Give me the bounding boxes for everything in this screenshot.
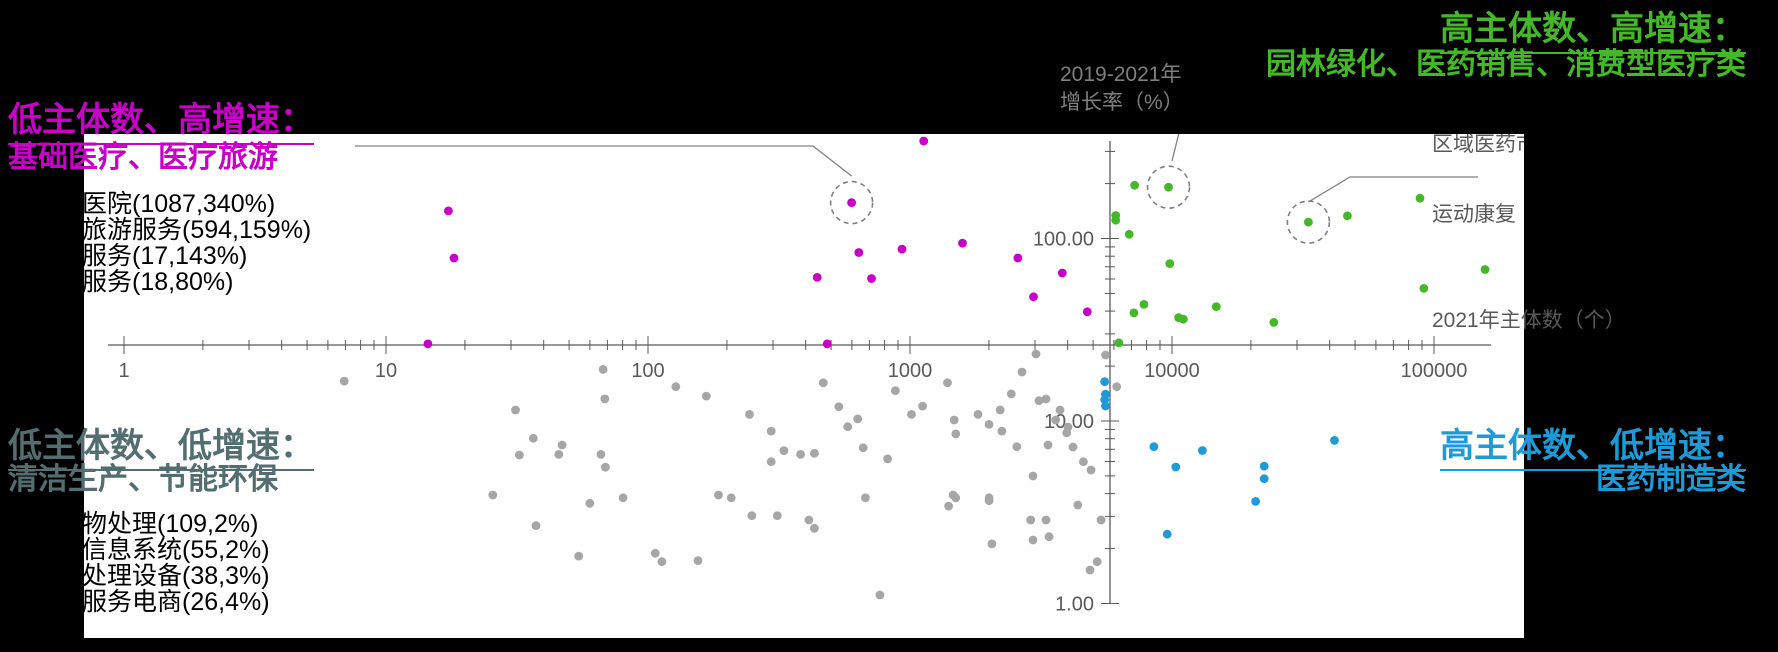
svg-text:10: 10 — [375, 360, 397, 382]
svg-text:1: 1 — [118, 360, 129, 382]
svg-text:1.00: 1.00 — [1055, 594, 1094, 616]
svg-text:1000: 1000 — [888, 360, 933, 382]
svg-text:100.00: 100.00 — [1033, 229, 1094, 251]
svg-text:100000: 100000 — [1401, 360, 1468, 382]
svg-text:100: 100 — [631, 360, 664, 382]
svg-text:10000: 10000 — [1144, 360, 1200, 382]
